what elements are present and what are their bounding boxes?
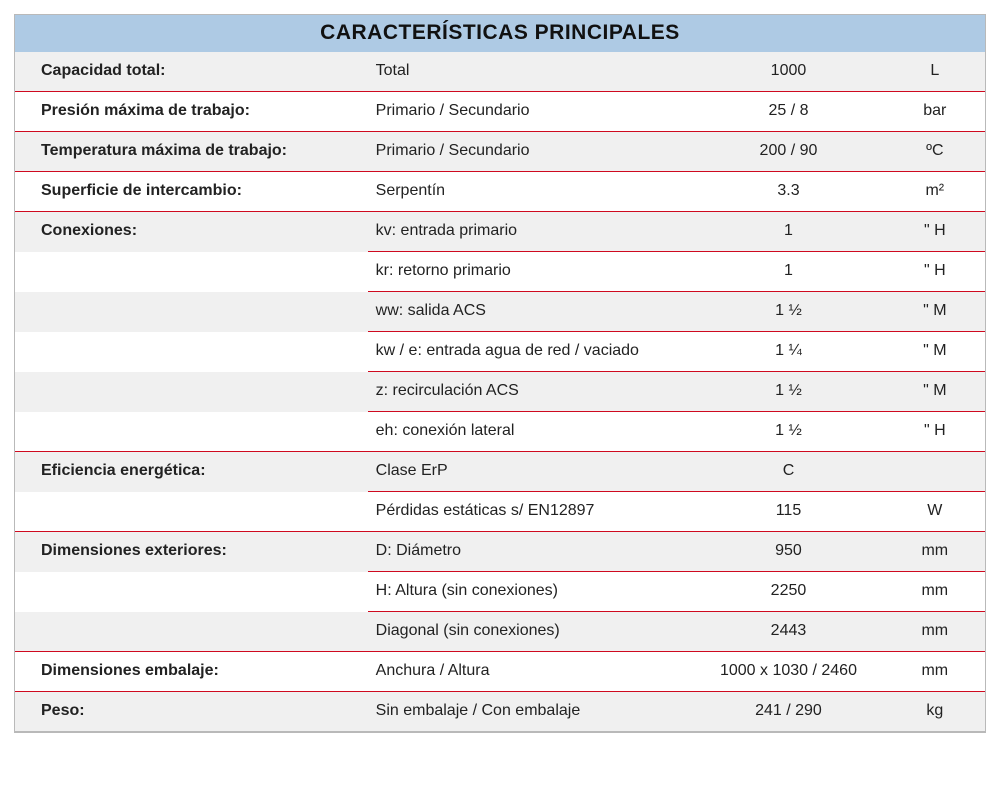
desc-cell: D: Diámetro (368, 532, 693, 572)
table-row: kr: retorno primario1" H (15, 252, 985, 292)
table-row: kw / e: entrada agua de red / vaciado1 ¼… (15, 332, 985, 372)
unit-cell: " H (885, 212, 985, 252)
param-cell: Dimensiones exteriores: (15, 532, 368, 572)
desc-cell: ww: salida ACS (368, 292, 693, 332)
table-row: ww: salida ACS1 ½" M (15, 292, 985, 332)
param-cell: Peso: (15, 692, 368, 732)
table-row: Diagonal (sin conexiones)2443mm (15, 612, 985, 652)
table-row: Conexiones:kv: entrada primario1" H (15, 212, 985, 252)
desc-cell: Anchura / Altura (368, 652, 693, 692)
unit-cell: " H (885, 252, 985, 292)
value-cell: 1 ½ (692, 412, 884, 452)
param-cell (15, 292, 368, 332)
value-cell: 25 / 8 (692, 92, 884, 132)
table-row: Dimensiones embalaje:Anchura / Altura100… (15, 652, 985, 692)
unit-cell: " M (885, 372, 985, 412)
table-row: H: Altura (sin conexiones)2250mm (15, 572, 985, 612)
param-cell: Conexiones: (15, 212, 368, 252)
table-row: Dimensiones exteriores:D: Diámetro950mm (15, 532, 985, 572)
value-cell: 200 / 90 (692, 132, 884, 172)
desc-cell: Pérdidas estáticas s/ EN12897 (368, 492, 693, 532)
param-cell (15, 612, 368, 652)
unit-cell: mm (885, 612, 985, 652)
desc-cell: Sin embalaje / Con embalaje (368, 692, 693, 732)
desc-cell: Total (368, 52, 693, 92)
sheet-title: CARACTERÍSTICAS PRINCIPALES (15, 15, 985, 52)
unit-cell: L (885, 52, 985, 92)
table-row: Superficie de intercambio:Serpentín3.3m² (15, 172, 985, 212)
desc-cell: kv: entrada primario (368, 212, 693, 252)
table-row: Temperatura máxima de trabajo:Primario /… (15, 132, 985, 172)
table-row: Eficiencia energética:Clase ErPC (15, 452, 985, 492)
value-cell: 1 (692, 212, 884, 252)
value-cell: 1000 (692, 52, 884, 92)
table-row: eh: conexión lateral1 ½" H (15, 412, 985, 452)
table-row: Capacidad total:Total1000L (15, 52, 985, 92)
table-row: Pérdidas estáticas s/ EN12897115W (15, 492, 985, 532)
unit-cell: " M (885, 332, 985, 372)
value-cell: 950 (692, 532, 884, 572)
unit-cell: " H (885, 412, 985, 452)
desc-cell: z: recirculación ACS (368, 372, 693, 412)
unit-cell: mm (885, 572, 985, 612)
desc-cell: eh: conexión lateral (368, 412, 693, 452)
unit-cell: mm (885, 652, 985, 692)
param-cell: Temperatura máxima de trabajo: (15, 132, 368, 172)
table-row: Presión máxima de trabajo:Primario / Sec… (15, 92, 985, 132)
unit-cell: ºC (885, 132, 985, 172)
param-cell: Eficiencia energética: (15, 452, 368, 492)
param-cell (15, 332, 368, 372)
value-cell: 1 (692, 252, 884, 292)
param-cell: Presión máxima de trabajo: (15, 92, 368, 132)
desc-cell: Diagonal (sin conexiones) (368, 612, 693, 652)
param-cell: Dimensiones embalaje: (15, 652, 368, 692)
value-cell: C (692, 452, 884, 492)
param-cell: Superficie de intercambio: (15, 172, 368, 212)
desc-cell: Primario / Secundario (368, 92, 693, 132)
param-cell (15, 412, 368, 452)
unit-cell: kg (885, 692, 985, 732)
unit-cell (885, 452, 985, 492)
desc-cell: Clase ErP (368, 452, 693, 492)
value-cell: 1000 x 1030 / 2460 (692, 652, 884, 692)
table-row: Peso:Sin embalaje / Con embalaje241 / 29… (15, 692, 985, 732)
unit-cell: m² (885, 172, 985, 212)
value-cell: 3.3 (692, 172, 884, 212)
value-cell: 115 (692, 492, 884, 532)
value-cell: 1 ½ (692, 372, 884, 412)
unit-cell: mm (885, 532, 985, 572)
desc-cell: kr: retorno primario (368, 252, 693, 292)
value-cell: 241 / 290 (692, 692, 884, 732)
param-cell (15, 492, 368, 532)
unit-cell: W (885, 492, 985, 532)
param-cell (15, 372, 368, 412)
param-cell: Capacidad total: (15, 52, 368, 92)
desc-cell: H: Altura (sin conexiones) (368, 572, 693, 612)
unit-cell: " M (885, 292, 985, 332)
desc-cell: Serpentín (368, 172, 693, 212)
param-cell (15, 252, 368, 292)
value-cell: 2443 (692, 612, 884, 652)
desc-cell: kw / e: entrada agua de red / vaciado (368, 332, 693, 372)
spec-sheet: CARACTERÍSTICAS PRINCIPALES Capacidad to… (14, 14, 986, 733)
value-cell: 1 ¼ (692, 332, 884, 372)
value-cell: 1 ½ (692, 292, 884, 332)
desc-cell: Primario / Secundario (368, 132, 693, 172)
spec-table: Capacidad total:Total1000LPresión máxima… (15, 52, 985, 732)
value-cell: 2250 (692, 572, 884, 612)
table-row: z: recirculación ACS1 ½" M (15, 372, 985, 412)
param-cell (15, 572, 368, 612)
unit-cell: bar (885, 92, 985, 132)
